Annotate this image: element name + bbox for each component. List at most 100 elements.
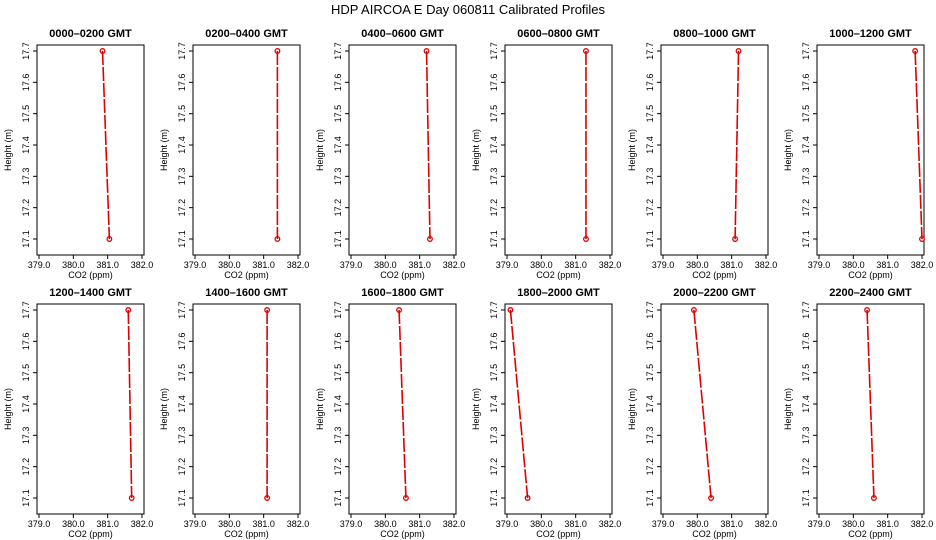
x-axis-label: CO2 (ppm) bbox=[536, 529, 581, 539]
x-tick-label: 382.0 bbox=[599, 519, 622, 529]
profile-line bbox=[914, 50, 923, 240]
y-tick-label: 17.6 bbox=[333, 74, 343, 92]
profile-point bbox=[735, 48, 742, 54]
y-tick-label: 17.7 bbox=[333, 42, 343, 60]
x-tick-label: 380.0 bbox=[218, 260, 241, 270]
x-tick-label: 380.0 bbox=[218, 519, 241, 529]
x-tick-label: 380.0 bbox=[62, 260, 85, 270]
x-axis-label: CO2 (ppm) bbox=[224, 270, 269, 280]
y-tick-label: 17.5 bbox=[21, 105, 31, 123]
y-tick-label: 17.5 bbox=[333, 364, 343, 382]
profile-panel: 1600–1800 GMT 379.0 380.0 381.0 382.0 17.1 17.… bbox=[315, 287, 465, 539]
y-tick-label: 17.2 bbox=[333, 199, 343, 217]
plot-frame bbox=[192, 44, 301, 256]
y-tick-label: 17.7 bbox=[21, 42, 31, 60]
y-tick-label: 17.1 bbox=[489, 230, 499, 248]
x-tick-label: 382.0 bbox=[443, 519, 466, 529]
x-tick-label: 381.0 bbox=[876, 519, 899, 529]
y-tick-label: 17.7 bbox=[489, 301, 499, 319]
y-tick-label: 17.2 bbox=[177, 458, 187, 476]
profile-line bbox=[866, 309, 875, 499]
plot-frame bbox=[816, 44, 925, 256]
y-tick-label: 17.1 bbox=[801, 489, 811, 507]
profile-point bbox=[274, 236, 281, 242]
x-tick-label: 382.0 bbox=[755, 260, 778, 270]
panel-title: 1000–1200 GMT bbox=[829, 28, 912, 40]
x-tick-label: 381.0 bbox=[252, 519, 275, 529]
figure-title: HDP AIRCOA E Day 060811 Calibrated Profi… bbox=[331, 2, 606, 17]
x-tick-label: 381.0 bbox=[564, 260, 587, 270]
x-axis-label: CO2 (ppm) bbox=[380, 529, 425, 539]
x-tick-label: 381.0 bbox=[564, 519, 587, 529]
panel-title: 1600–1800 GMT bbox=[361, 287, 444, 299]
y-tick-label: 17.4 bbox=[801, 395, 811, 413]
plot-frame bbox=[816, 303, 925, 515]
profile-line bbox=[398, 309, 407, 499]
x-tick-label: 382.0 bbox=[599, 260, 622, 270]
x-axis-label: CO2 (ppm) bbox=[536, 270, 581, 280]
profile-panel: 1000–1200 GMT 379.0 380.0 381.0 382.0 17.1 17.… bbox=[783, 28, 933, 280]
profile-panel: 2000–2200 GMT 379.0 380.0 381.0 382.0 17.1 17.… bbox=[627, 287, 777, 539]
x-tick-label: 382.0 bbox=[911, 519, 934, 529]
profile-line bbox=[509, 309, 529, 499]
x-tick-label: 380.0 bbox=[374, 260, 397, 270]
x-tick-label: 380.0 bbox=[374, 519, 397, 529]
y-tick-label: 17.7 bbox=[801, 301, 811, 319]
profile-point bbox=[919, 236, 925, 242]
x-tick-label: 381.0 bbox=[252, 260, 275, 270]
profile-point bbox=[583, 236, 589, 242]
y-tick-label: 17.1 bbox=[489, 489, 499, 507]
x-tick-label: 382.0 bbox=[287, 260, 310, 270]
x-tick-label: 379.0 bbox=[340, 260, 363, 270]
y-tick-label: 17.5 bbox=[489, 364, 499, 382]
y-tick-label: 17.2 bbox=[333, 458, 343, 476]
panel-grid: 0000–0200 GMT 379.0 380.0 381.0 382.0 17.1 17.… bbox=[3, 28, 933, 539]
profile-panel: 0000–0200 GMT 379.0 380.0 381.0 382.0 17.1 17.… bbox=[3, 28, 153, 280]
y-tick-label: 17.6 bbox=[489, 74, 499, 92]
profile-panel: 1800–2000 GMT 379.0 380.0 381.0 382.0 17.1 17.… bbox=[471, 287, 621, 539]
y-tick-label: 17.2 bbox=[21, 458, 31, 476]
profile-point bbox=[396, 307, 403, 313]
x-tick-label: 380.0 bbox=[686, 519, 709, 529]
y-tick-label: 17.4 bbox=[177, 395, 187, 413]
y-tick-label: 17.1 bbox=[21, 230, 31, 248]
y-tick-label: 17.2 bbox=[177, 199, 187, 217]
y-axis-label: Height (m) bbox=[783, 129, 793, 171]
panel-title: 2000–2200 GMT bbox=[673, 287, 756, 299]
panel-title: 0800–1000 GMT bbox=[673, 28, 756, 40]
profile-line bbox=[101, 50, 111, 240]
profile-point bbox=[128, 495, 135, 501]
x-axis-label: CO2 (ppm) bbox=[692, 270, 737, 280]
profile-point bbox=[99, 48, 106, 54]
y-axis-label: Height (m) bbox=[159, 129, 169, 171]
y-tick-label: 17.4 bbox=[21, 136, 31, 154]
y-tick-label: 17.7 bbox=[489, 42, 499, 60]
panel-title: 2200–2400 GMT bbox=[829, 287, 912, 299]
y-axis-label: Height (m) bbox=[3, 388, 13, 430]
x-tick-label: 380.0 bbox=[530, 519, 553, 529]
profile-point bbox=[264, 307, 271, 313]
y-tick-label: 17.1 bbox=[801, 230, 811, 248]
y-tick-label: 17.6 bbox=[177, 333, 187, 351]
panel-title: 1200–1400 GMT bbox=[49, 287, 132, 299]
y-tick-label: 17.5 bbox=[177, 364, 187, 382]
profile-panel: 1200–1400 GMT 379.0 380.0 381.0 382.0 17.1 17.… bbox=[3, 287, 153, 539]
x-axis-label: CO2 (ppm) bbox=[692, 529, 737, 539]
y-tick-label: 17.3 bbox=[489, 168, 499, 186]
y-axis-label: Height (m) bbox=[627, 388, 637, 430]
y-tick-label: 17.5 bbox=[489, 105, 499, 123]
panel-title: 0200–0400 GMT bbox=[205, 28, 288, 40]
y-tick-label: 17.7 bbox=[645, 42, 655, 60]
profile-point bbox=[125, 307, 132, 313]
panel-title: 1800–2000 GMT bbox=[517, 287, 600, 299]
y-tick-label: 17.7 bbox=[177, 301, 187, 319]
y-tick-label: 17.5 bbox=[645, 364, 655, 382]
x-tick-label: 379.0 bbox=[184, 260, 207, 270]
y-tick-label: 17.3 bbox=[333, 168, 343, 186]
profile-line bbox=[734, 50, 740, 240]
y-tick-label: 17.6 bbox=[177, 74, 187, 92]
x-axis-label: CO2 (ppm) bbox=[848, 270, 893, 280]
y-tick-label: 17.5 bbox=[645, 105, 655, 123]
plot-frame bbox=[660, 303, 769, 515]
